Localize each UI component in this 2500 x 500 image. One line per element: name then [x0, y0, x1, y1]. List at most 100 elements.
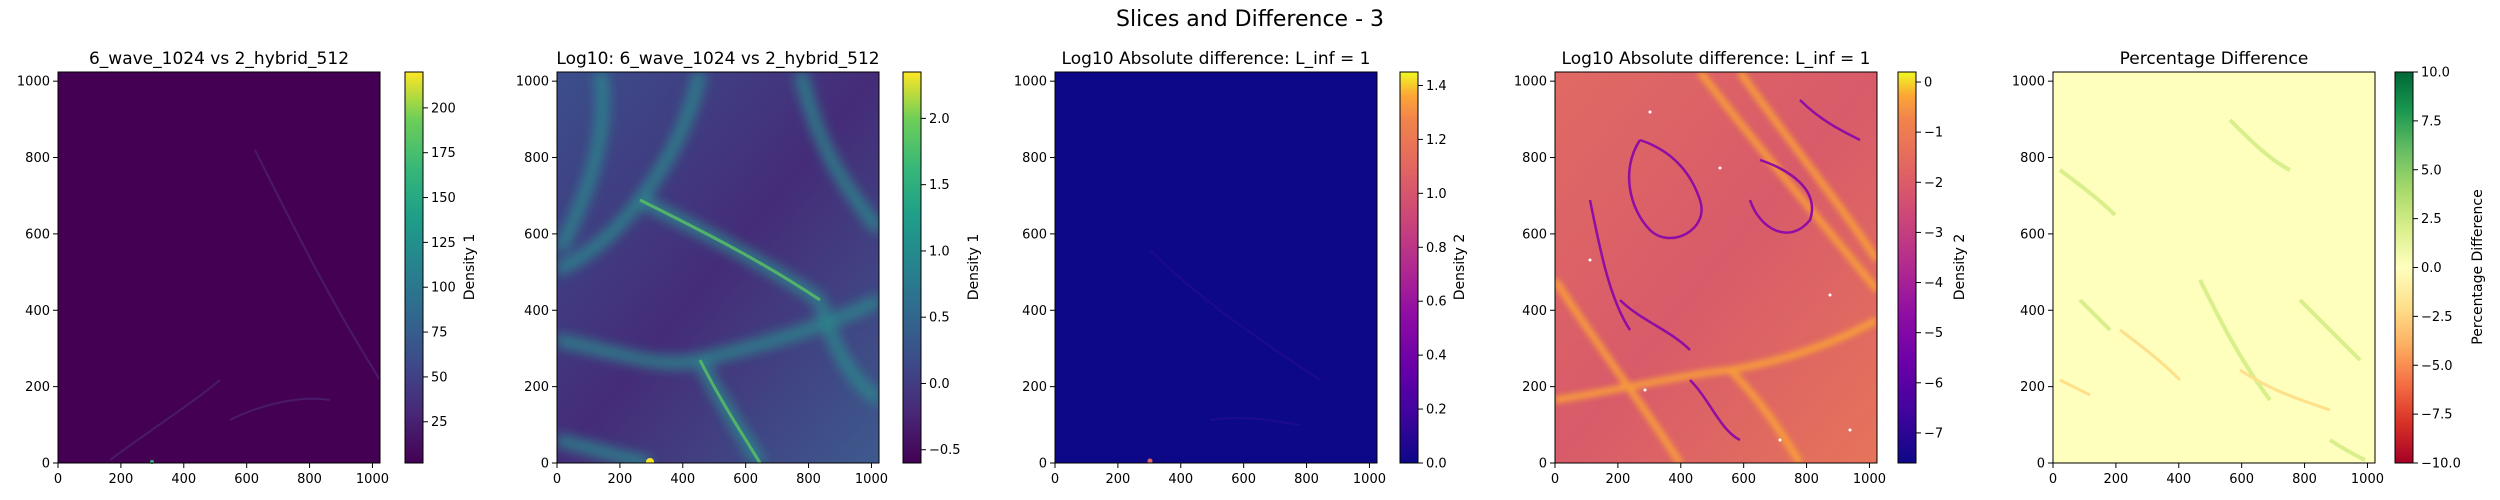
y-tick-label: 200 [25, 380, 50, 395]
panel-1-colorbar [404, 71, 424, 464]
panel-4-title: Log10 Absolute difference: L_inf = 1 [1562, 49, 1871, 69]
figure-title: Slices and Difference - 3 [1116, 7, 1384, 32]
panel-5-heatmap [2053, 72, 2375, 463]
panel-4-colorbar [1897, 71, 1917, 464]
colorbar-tick-label: 0.2 [1426, 403, 1447, 418]
y-tick-label: 400 [25, 304, 50, 319]
panel-4-frame [1554, 71, 1878, 464]
colorbar-tick-label: −7.5 [2421, 408, 2453, 423]
colorbar-tick-label: 100 [431, 281, 456, 296]
y-tick-label: 0 [2037, 457, 2045, 472]
panel-1-frame [57, 71, 381, 464]
colorbar-tick-label: −7 [1924, 426, 1943, 441]
x-tick-label: 200 [108, 472, 133, 487]
x-tick-label: 200 [607, 472, 632, 487]
colorbar-tick-label: 0.0 [1426, 457, 1447, 472]
panel-3-frame [1054, 71, 1378, 464]
x-tick-label: 400 [1168, 472, 1193, 487]
panel-1-colorbar-label: Density 1 [462, 234, 478, 301]
colorbar-tick-label: 175 [431, 146, 456, 161]
colorbar-tick-label: 1.0 [929, 244, 950, 259]
y-tick-label: 200 [2020, 380, 2045, 395]
panel-3-title: Log10 Absolute difference: L_inf = 1 [1062, 49, 1371, 69]
colorbar-tick-label: 125 [431, 236, 456, 251]
panel-2: Log10: 6_wave_1024 vs 2_hybrid_512 0 200 4… [516, 49, 982, 487]
x-tick-label: 400 [171, 472, 196, 487]
y-tick-label: 400 [524, 304, 549, 319]
y-tick-label: 400 [2020, 304, 2045, 319]
x-tick-label: 600 [234, 472, 259, 487]
colorbar-tick-label: −2 [1924, 176, 1943, 191]
colorbar-tick-label: −4 [1924, 276, 1943, 291]
y-tick-label: 0 [541, 457, 549, 472]
colorbar-tick-label: 0.6 [1426, 295, 1447, 310]
x-tick-label: 0 [1051, 472, 1059, 487]
panel-1: 6_wave_1024 vs 2_hybrid_512 0 200 400 600 80… [17, 49, 478, 487]
panel-1-title: 6_wave_1024 vs 2_hybrid_512 [89, 49, 349, 69]
y-tick-label: 800 [25, 151, 50, 166]
y-tick-label: 600 [25, 227, 50, 242]
panel-5-colorbar-label: Percentage Difference [2470, 189, 2486, 344]
panel-2-title: Log10: 6_wave_1024 vs 2_hybrid_512 [556, 49, 879, 69]
x-tick-label: 800 [1294, 472, 1319, 487]
y-tick-label: 200 [1522, 380, 1547, 395]
x-tick-label: 200 [1605, 472, 1630, 487]
x-tick-label: 800 [1794, 472, 1819, 487]
colorbar-tick-label: 150 [431, 191, 456, 206]
colorbar-tick-label: 25 [431, 415, 448, 430]
panel-5-structure [2058, 118, 2366, 462]
y-tick-label: 200 [524, 380, 549, 395]
colorbar-tick-label: 75 [431, 326, 448, 341]
x-tick-label: 400 [1668, 472, 1693, 487]
y-tick-label: 600 [2020, 227, 2045, 242]
y-tick-label: 800 [1022, 151, 1047, 166]
colorbar-tick-label: −5.0 [2421, 359, 2453, 374]
colorbar-tick-label: 0.0 [2421, 261, 2442, 276]
colorbar-tick-label: −5 [1924, 326, 1943, 341]
panel-4-structure [1555, 72, 1877, 463]
y-tick-label: 1000 [1014, 75, 1047, 90]
y-tick-label: 400 [1022, 304, 1047, 319]
panel-5-frame [2052, 71, 2376, 464]
panel-3: Log10 Absolute difference: L_inf = 1 0 20… [1014, 49, 1468, 487]
x-tick-label: 200 [2103, 472, 2128, 487]
colorbar-tick-label: 2.0 [929, 112, 950, 127]
colorbar-tick-label: 1.4 [1426, 79, 1447, 94]
panel-5: Percentage Difference 0 200 400 600 800 1000 0… [2012, 49, 2486, 487]
panel-2-frame [556, 71, 880, 464]
panel-3-heatmap [1055, 72, 1377, 463]
y-tick-label: 1000 [1514, 75, 1547, 90]
panel-3-colorbar [1399, 71, 1419, 464]
panel-5-title: Percentage Difference [2120, 49, 2309, 69]
colorbar-tick-label: 0 [1924, 76, 1932, 91]
colorbar-tick-label: 5.0 [2421, 163, 2442, 178]
colorbar-tick-label: 2.5 [2421, 212, 2442, 227]
panel-4-colorbar-label: Density 2 [1952, 234, 1968, 301]
panel-4: Log10 Absolute difference: L_inf = 1 [1514, 49, 1968, 487]
y-tick-label: 600 [1022, 227, 1047, 242]
colorbar-tick-label: 50 [431, 370, 448, 385]
x-tick-label: 400 [670, 472, 695, 487]
y-tick-label: 0 [1539, 457, 1547, 472]
panel-3-colorbar-label: Density 2 [1452, 234, 1468, 301]
y-tick-label: 800 [524, 151, 549, 166]
colorbar-tick-label: 1.2 [1426, 133, 1447, 148]
y-tick-label: 600 [1522, 227, 1547, 242]
colorbar-tick-label: 0.8 [1426, 241, 1447, 256]
y-tick-label: 200 [1022, 380, 1047, 395]
panel-3-faint-structure [1149, 249, 1321, 426]
y-tick-label: 0 [42, 457, 50, 472]
x-tick-label: 0 [2049, 472, 2057, 487]
x-tick-label: 0 [1551, 472, 1559, 487]
y-tick-label: 1000 [17, 75, 50, 90]
panel-2-colorbar-label: Density 1 [966, 234, 982, 301]
x-tick-label: 600 [733, 472, 758, 487]
panel-5-colorbar [2394, 71, 2414, 464]
colorbar-tick-label: 0.4 [1426, 349, 1447, 364]
panel-3-peak [1147, 458, 1153, 464]
panel-1-heatmap [58, 72, 380, 463]
colorbar-tick-label: 1.5 [929, 178, 950, 193]
colorbar-tick-label: 7.5 [2421, 114, 2442, 129]
colorbar-tick-label: −1 [1924, 126, 1943, 141]
colorbar-tick-label: −0.5 [929, 443, 961, 458]
